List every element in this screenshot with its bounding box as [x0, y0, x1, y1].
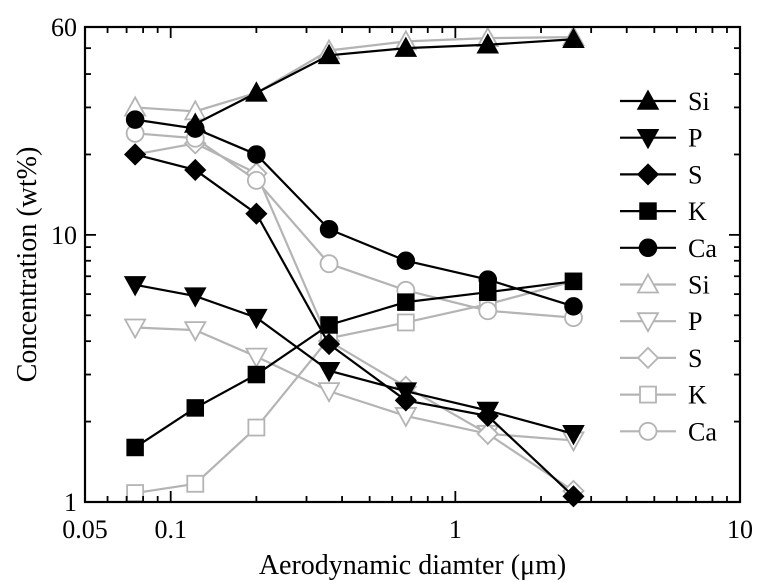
- data-point-ca-gray: [319, 254, 339, 274]
- data-point-s-black: [184, 158, 207, 182]
- data-point-s-black: [394, 389, 417, 412]
- legend-entry-s-black: S: [620, 160, 702, 189]
- data-point-k-black: [126, 438, 144, 457]
- data-point-k-gray: [247, 418, 266, 437]
- data-point-si-black: [245, 81, 268, 102]
- legend-marker: [636, 163, 660, 186]
- legend-marker: [636, 312, 660, 334]
- data-point-ca-gray: [246, 170, 266, 190]
- data-point-si-black: [476, 33, 500, 54]
- series-line-k-black: [134, 280, 574, 449]
- legend-marker: [639, 202, 657, 220]
- x-axis-title: Aerodynamic diamter (μm): [259, 550, 566, 581]
- legend-label: Ca: [688, 417, 717, 446]
- y-tick-label: 1: [64, 488, 77, 517]
- x-tick-label: 0.05: [62, 515, 108, 544]
- data-point-s-black: [317, 333, 341, 356]
- legend-marker: [638, 238, 658, 258]
- series-line-si-black: [194, 38, 574, 125]
- legend-entry-p-black: P: [620, 124, 702, 153]
- data-point-p-gray: [183, 321, 207, 342]
- legend-marker: [636, 272, 660, 294]
- legend-marker: [639, 385, 657, 404]
- data-point-p-gray: [244, 347, 268, 369]
- data-point-k-gray: [126, 484, 145, 502]
- data-point-k-black: [186, 399, 205, 417]
- legend-entry-si-gray: Si: [620, 271, 710, 300]
- data-point-s-black: [124, 143, 147, 166]
- series-si-gray: [123, 25, 585, 121]
- legend-entry-ca-black: Ca: [620, 234, 717, 263]
- series-line-p-gray: [135, 326, 574, 442]
- data-point-s-black: [245, 202, 268, 225]
- y-axis-title: Concentration (wt%): [12, 147, 43, 383]
- series-p-black: [123, 276, 585, 446]
- legend-marker: [636, 89, 660, 110]
- legend-marker: [638, 421, 658, 441]
- data-point-ca-black: [186, 119, 205, 138]
- data-point-k-gray: [186, 474, 205, 493]
- data-point-ca-black: [564, 297, 583, 316]
- legend-entry-p-gray: P: [620, 307, 702, 336]
- legend-marker: [636, 346, 660, 370]
- legend-label: P: [688, 124, 702, 153]
- series-k-black: [126, 272, 583, 457]
- y-tick-label: 10: [51, 221, 77, 250]
- legend-label: P: [688, 307, 702, 336]
- data-point-k-black: [564, 272, 583, 291]
- data-point-p-black: [562, 425, 585, 446]
- legend-label: K: [688, 381, 707, 410]
- data-point-si-black: [394, 36, 418, 57]
- legend-marker: [636, 128, 660, 150]
- data-point-p-black: [317, 361, 341, 383]
- legend-label: S: [688, 344, 702, 373]
- legend-entry-k-gray: K: [620, 381, 707, 410]
- data-point-p-black: [123, 276, 147, 297]
- x-tick-label: 10: [727, 515, 753, 544]
- legend-label: K: [688, 197, 707, 226]
- series-line-si-gray: [135, 35, 574, 113]
- data-point-si-black: [562, 27, 585, 48]
- data-point-s-gray: [476, 422, 500, 446]
- data-point-ca-black: [247, 145, 266, 164]
- legend-entry-si-black: Si: [620, 87, 710, 116]
- data-point-s-black: [476, 404, 499, 427]
- data-point-k-black: [320, 316, 338, 334]
- x-tick-label: 1: [449, 515, 462, 544]
- legend-label: Ca: [688, 234, 717, 263]
- series-ca-black: [125, 110, 583, 316]
- data-point-k-gray: [396, 313, 415, 332]
- y-tick-label: 60: [51, 13, 77, 42]
- data-point-si-black: [317, 43, 341, 65]
- data-point-ca-gray: [478, 301, 498, 321]
- series-ca-gray: [125, 123, 583, 328]
- legend-label: S: [688, 160, 702, 189]
- data-point-p-gray: [317, 382, 341, 404]
- data-point-ca-black: [319, 219, 339, 239]
- data-point-p-black: [245, 308, 268, 330]
- legend-label: Si: [688, 87, 710, 116]
- plot-area-frame: [83, 25, 742, 504]
- data-point-ca-black: [478, 270, 498, 289]
- data-point-k-black: [397, 293, 415, 311]
- data-point-p-gray: [123, 318, 147, 340]
- series-layer: [123, 25, 585, 508]
- legend-entry-s-gray: S: [620, 344, 702, 373]
- data-point-ca-black: [396, 251, 416, 271]
- legend-entry-k-black: K: [620, 197, 707, 226]
- legend-label: Si: [688, 271, 710, 300]
- data-point-k-black: [247, 365, 266, 384]
- data-point-p-black: [183, 287, 207, 308]
- legend-entry-ca-gray: Ca: [620, 417, 717, 446]
- series-p-gray: [123, 318, 585, 453]
- axis-ticks: 0.05 0.1 1 10 1 10 60: [51, 13, 753, 544]
- data-point-ca-black: [125, 110, 145, 129]
- x-tick-label: 0.1: [154, 515, 187, 544]
